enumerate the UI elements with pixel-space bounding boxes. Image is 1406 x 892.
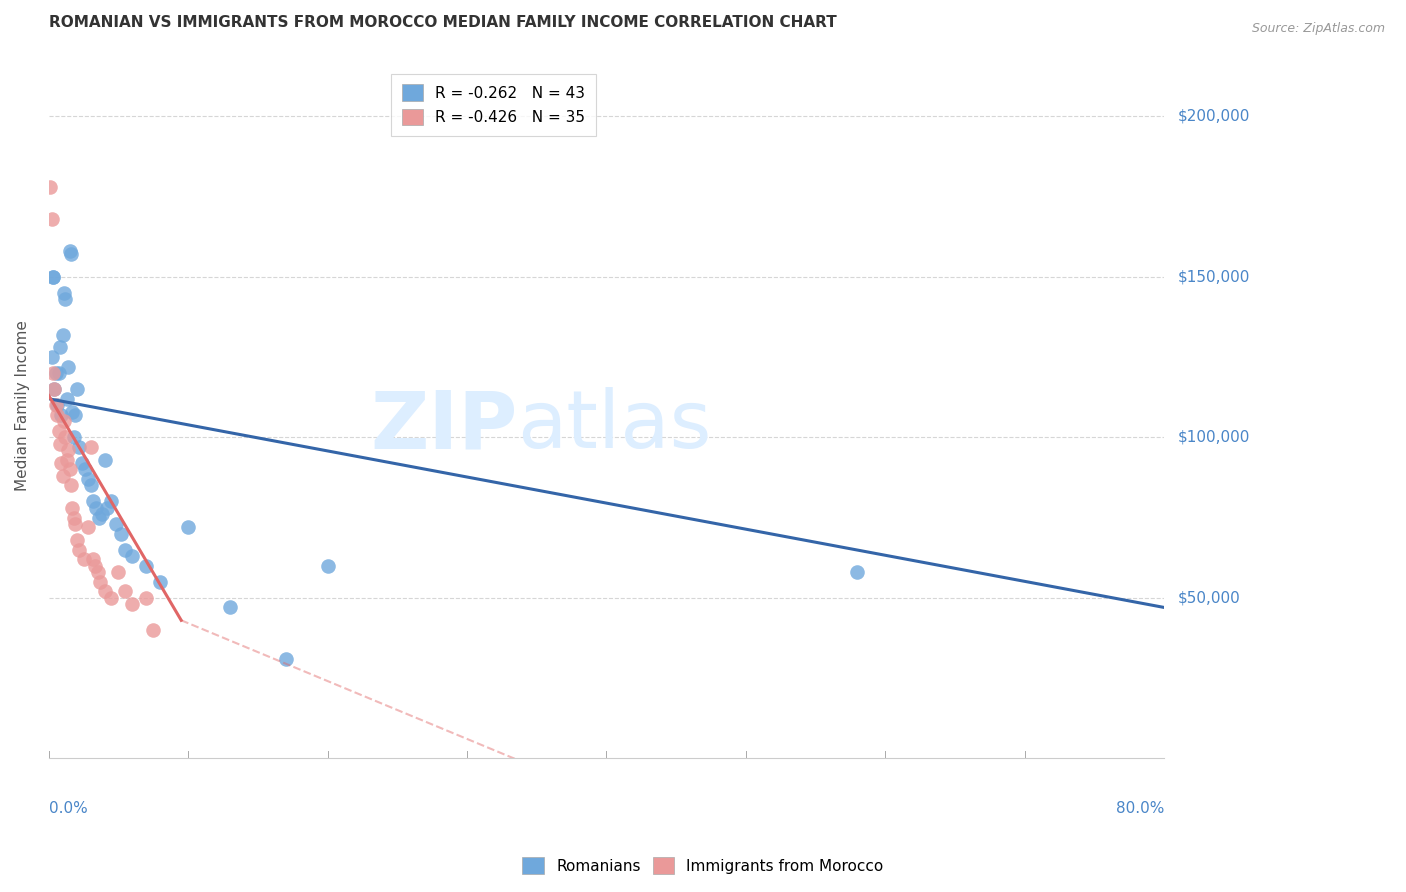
Point — [42, 269, 65, 284]
Text: 80.0%: 80.0% — [1116, 801, 1164, 815]
Point — [177, 520, 200, 534]
Point — [70, 456, 93, 470]
Point — [114, 584, 136, 599]
Point — [48, 366, 70, 380]
Text: 0.0%: 0.0% — [49, 801, 87, 815]
Point — [114, 542, 136, 557]
Point — [62, 500, 84, 515]
Point — [55, 292, 77, 306]
Text: Source: ZipAtlas.com: Source: ZipAtlas.com — [1251, 22, 1385, 36]
Legend: R = -0.262   N = 43, R = -0.426   N = 35: R = -0.262 N = 43, R = -0.426 N = 35 — [391, 74, 596, 136]
Point — [84, 500, 107, 515]
Text: $200,000: $200,000 — [1178, 109, 1250, 124]
Point — [79, 478, 101, 492]
Y-axis label: Median Family Income: Median Family Income — [15, 319, 30, 491]
Point — [51, 408, 73, 422]
Text: ZIP: ZIP — [370, 387, 517, 466]
Point — [53, 414, 76, 428]
Point — [100, 494, 122, 508]
Point — [53, 285, 76, 300]
Point — [274, 652, 297, 666]
Point — [76, 520, 98, 534]
Point — [58, 443, 80, 458]
Point — [121, 597, 143, 611]
Legend: Romanians, Immigrants from Morocco: Romanians, Immigrants from Morocco — [516, 851, 890, 880]
Point — [44, 382, 66, 396]
Point — [104, 516, 127, 531]
Point — [107, 565, 129, 579]
Point — [96, 500, 118, 515]
Point — [67, 542, 90, 557]
Point — [41, 350, 63, 364]
Point — [62, 404, 84, 418]
Point — [93, 452, 115, 467]
Point — [60, 247, 83, 261]
Point — [135, 558, 157, 573]
Point — [65, 408, 87, 422]
Point — [42, 269, 65, 284]
Point — [49, 340, 72, 354]
Point — [46, 398, 69, 412]
Point — [67, 440, 90, 454]
Point — [76, 472, 98, 486]
Point — [66, 533, 89, 547]
Point — [87, 510, 110, 524]
Text: atlas: atlas — [517, 387, 711, 466]
Point — [56, 392, 79, 406]
Point — [86, 565, 108, 579]
Point — [72, 552, 94, 566]
Point — [59, 244, 82, 258]
Point — [58, 359, 80, 374]
Point — [66, 382, 89, 396]
Point — [44, 382, 66, 396]
Point — [63, 510, 86, 524]
Point — [73, 462, 96, 476]
Point — [90, 508, 112, 522]
Point — [46, 408, 69, 422]
Point — [39, 179, 62, 194]
Point — [121, 549, 143, 563]
Point — [149, 574, 172, 589]
Point — [59, 462, 82, 476]
Point — [60, 478, 83, 492]
Point — [48, 424, 70, 438]
Text: ROMANIAN VS IMMIGRANTS FROM MOROCCO MEDIAN FAMILY INCOME CORRELATION CHART: ROMANIAN VS IMMIGRANTS FROM MOROCCO MEDI… — [49, 15, 837, 30]
Point — [219, 600, 242, 615]
Point — [79, 440, 101, 454]
Point — [135, 591, 157, 605]
Point — [51, 456, 73, 470]
Point — [93, 584, 115, 599]
Point — [45, 366, 67, 380]
Point — [63, 430, 86, 444]
Point — [142, 623, 165, 637]
Point — [82, 494, 104, 508]
Point — [41, 211, 63, 226]
Point — [55, 430, 77, 444]
Point — [316, 558, 339, 573]
Point — [52, 327, 75, 342]
Point — [45, 398, 67, 412]
Point — [846, 565, 869, 579]
Text: $100,000: $100,000 — [1178, 430, 1250, 445]
Point — [52, 468, 75, 483]
Point — [83, 558, 105, 573]
Point — [110, 526, 132, 541]
Text: $50,000: $50,000 — [1178, 591, 1240, 606]
Point — [89, 574, 111, 589]
Point — [56, 452, 79, 467]
Point — [82, 552, 104, 566]
Point — [65, 516, 87, 531]
Point — [100, 591, 122, 605]
Point — [49, 436, 72, 450]
Text: $150,000: $150,000 — [1178, 269, 1250, 285]
Point — [42, 366, 65, 380]
